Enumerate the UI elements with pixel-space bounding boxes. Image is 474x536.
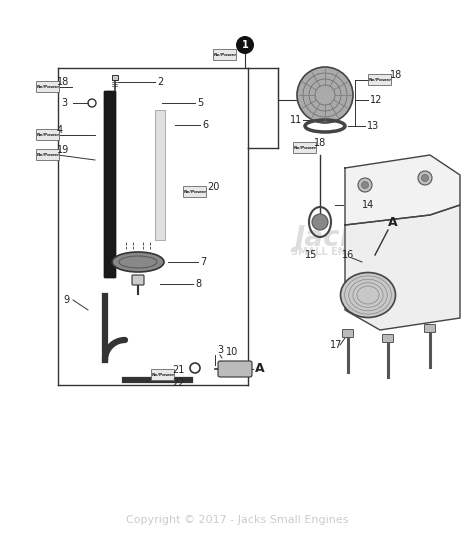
- Text: 15: 15: [305, 250, 318, 260]
- Circle shape: [362, 182, 368, 189]
- Text: 3: 3: [217, 345, 223, 355]
- Polygon shape: [345, 155, 460, 225]
- FancyBboxPatch shape: [152, 369, 174, 381]
- Text: Re/Power: Re/Power: [368, 78, 392, 82]
- Polygon shape: [345, 205, 460, 330]
- FancyBboxPatch shape: [36, 130, 60, 140]
- Text: 13: 13: [367, 121, 379, 131]
- Text: 18: 18: [314, 138, 326, 148]
- FancyBboxPatch shape: [218, 361, 252, 377]
- Ellipse shape: [112, 252, 164, 272]
- Text: SMALL ENGINES: SMALL ENGINES: [291, 247, 379, 257]
- Ellipse shape: [340, 272, 395, 317]
- Text: 19: 19: [57, 145, 69, 155]
- Text: Re/Power: Re/Power: [213, 53, 237, 57]
- FancyBboxPatch shape: [293, 143, 317, 153]
- Text: Re/Power: Re/Power: [36, 85, 60, 89]
- Text: 1: 1: [242, 40, 248, 50]
- Text: Re/Power: Re/Power: [183, 190, 207, 194]
- FancyBboxPatch shape: [383, 334, 393, 343]
- Text: 7: 7: [200, 257, 206, 267]
- FancyBboxPatch shape: [155, 110, 165, 240]
- Circle shape: [297, 67, 353, 123]
- Text: 14: 14: [362, 200, 374, 210]
- Text: Copyright © 2017 - Jacks Small Engines: Copyright © 2017 - Jacks Small Engines: [126, 515, 348, 525]
- Text: 9: 9: [63, 295, 69, 305]
- FancyBboxPatch shape: [368, 75, 392, 86]
- Text: 10: 10: [226, 347, 238, 357]
- Text: 8: 8: [195, 279, 201, 289]
- Text: 17: 17: [330, 340, 342, 350]
- Text: 20: 20: [207, 182, 219, 192]
- FancyBboxPatch shape: [132, 275, 144, 285]
- FancyBboxPatch shape: [36, 81, 60, 93]
- Text: 3: 3: [61, 98, 67, 108]
- Text: 5: 5: [197, 98, 203, 108]
- Circle shape: [418, 171, 432, 185]
- Text: Re/Power: Re/Power: [151, 373, 175, 377]
- Text: Re/Power: Re/Power: [293, 146, 317, 150]
- FancyBboxPatch shape: [425, 324, 436, 332]
- Text: 18: 18: [57, 77, 69, 87]
- FancyBboxPatch shape: [112, 75, 118, 80]
- Text: 16: 16: [342, 250, 354, 260]
- Text: 22: 22: [172, 378, 184, 388]
- Text: Jacks: Jacks: [295, 224, 375, 252]
- FancyBboxPatch shape: [213, 49, 237, 61]
- Circle shape: [236, 36, 254, 54]
- Circle shape: [421, 175, 428, 182]
- Text: 6: 6: [202, 120, 208, 130]
- Text: 12: 12: [370, 95, 383, 105]
- Text: 21: 21: [172, 365, 184, 375]
- Text: Re/Power: Re/Power: [36, 153, 60, 157]
- Text: A: A: [255, 362, 264, 376]
- Circle shape: [358, 178, 372, 192]
- FancyBboxPatch shape: [343, 330, 354, 338]
- FancyBboxPatch shape: [104, 91, 116, 278]
- Circle shape: [312, 214, 328, 230]
- Text: 11: 11: [290, 115, 302, 125]
- Text: 2: 2: [157, 77, 163, 87]
- Text: Re/Power: Re/Power: [36, 133, 60, 137]
- Text: 18: 18: [390, 70, 402, 80]
- FancyBboxPatch shape: [36, 150, 60, 160]
- FancyBboxPatch shape: [183, 187, 207, 197]
- Text: 4: 4: [57, 125, 63, 135]
- Text: A: A: [388, 215, 398, 228]
